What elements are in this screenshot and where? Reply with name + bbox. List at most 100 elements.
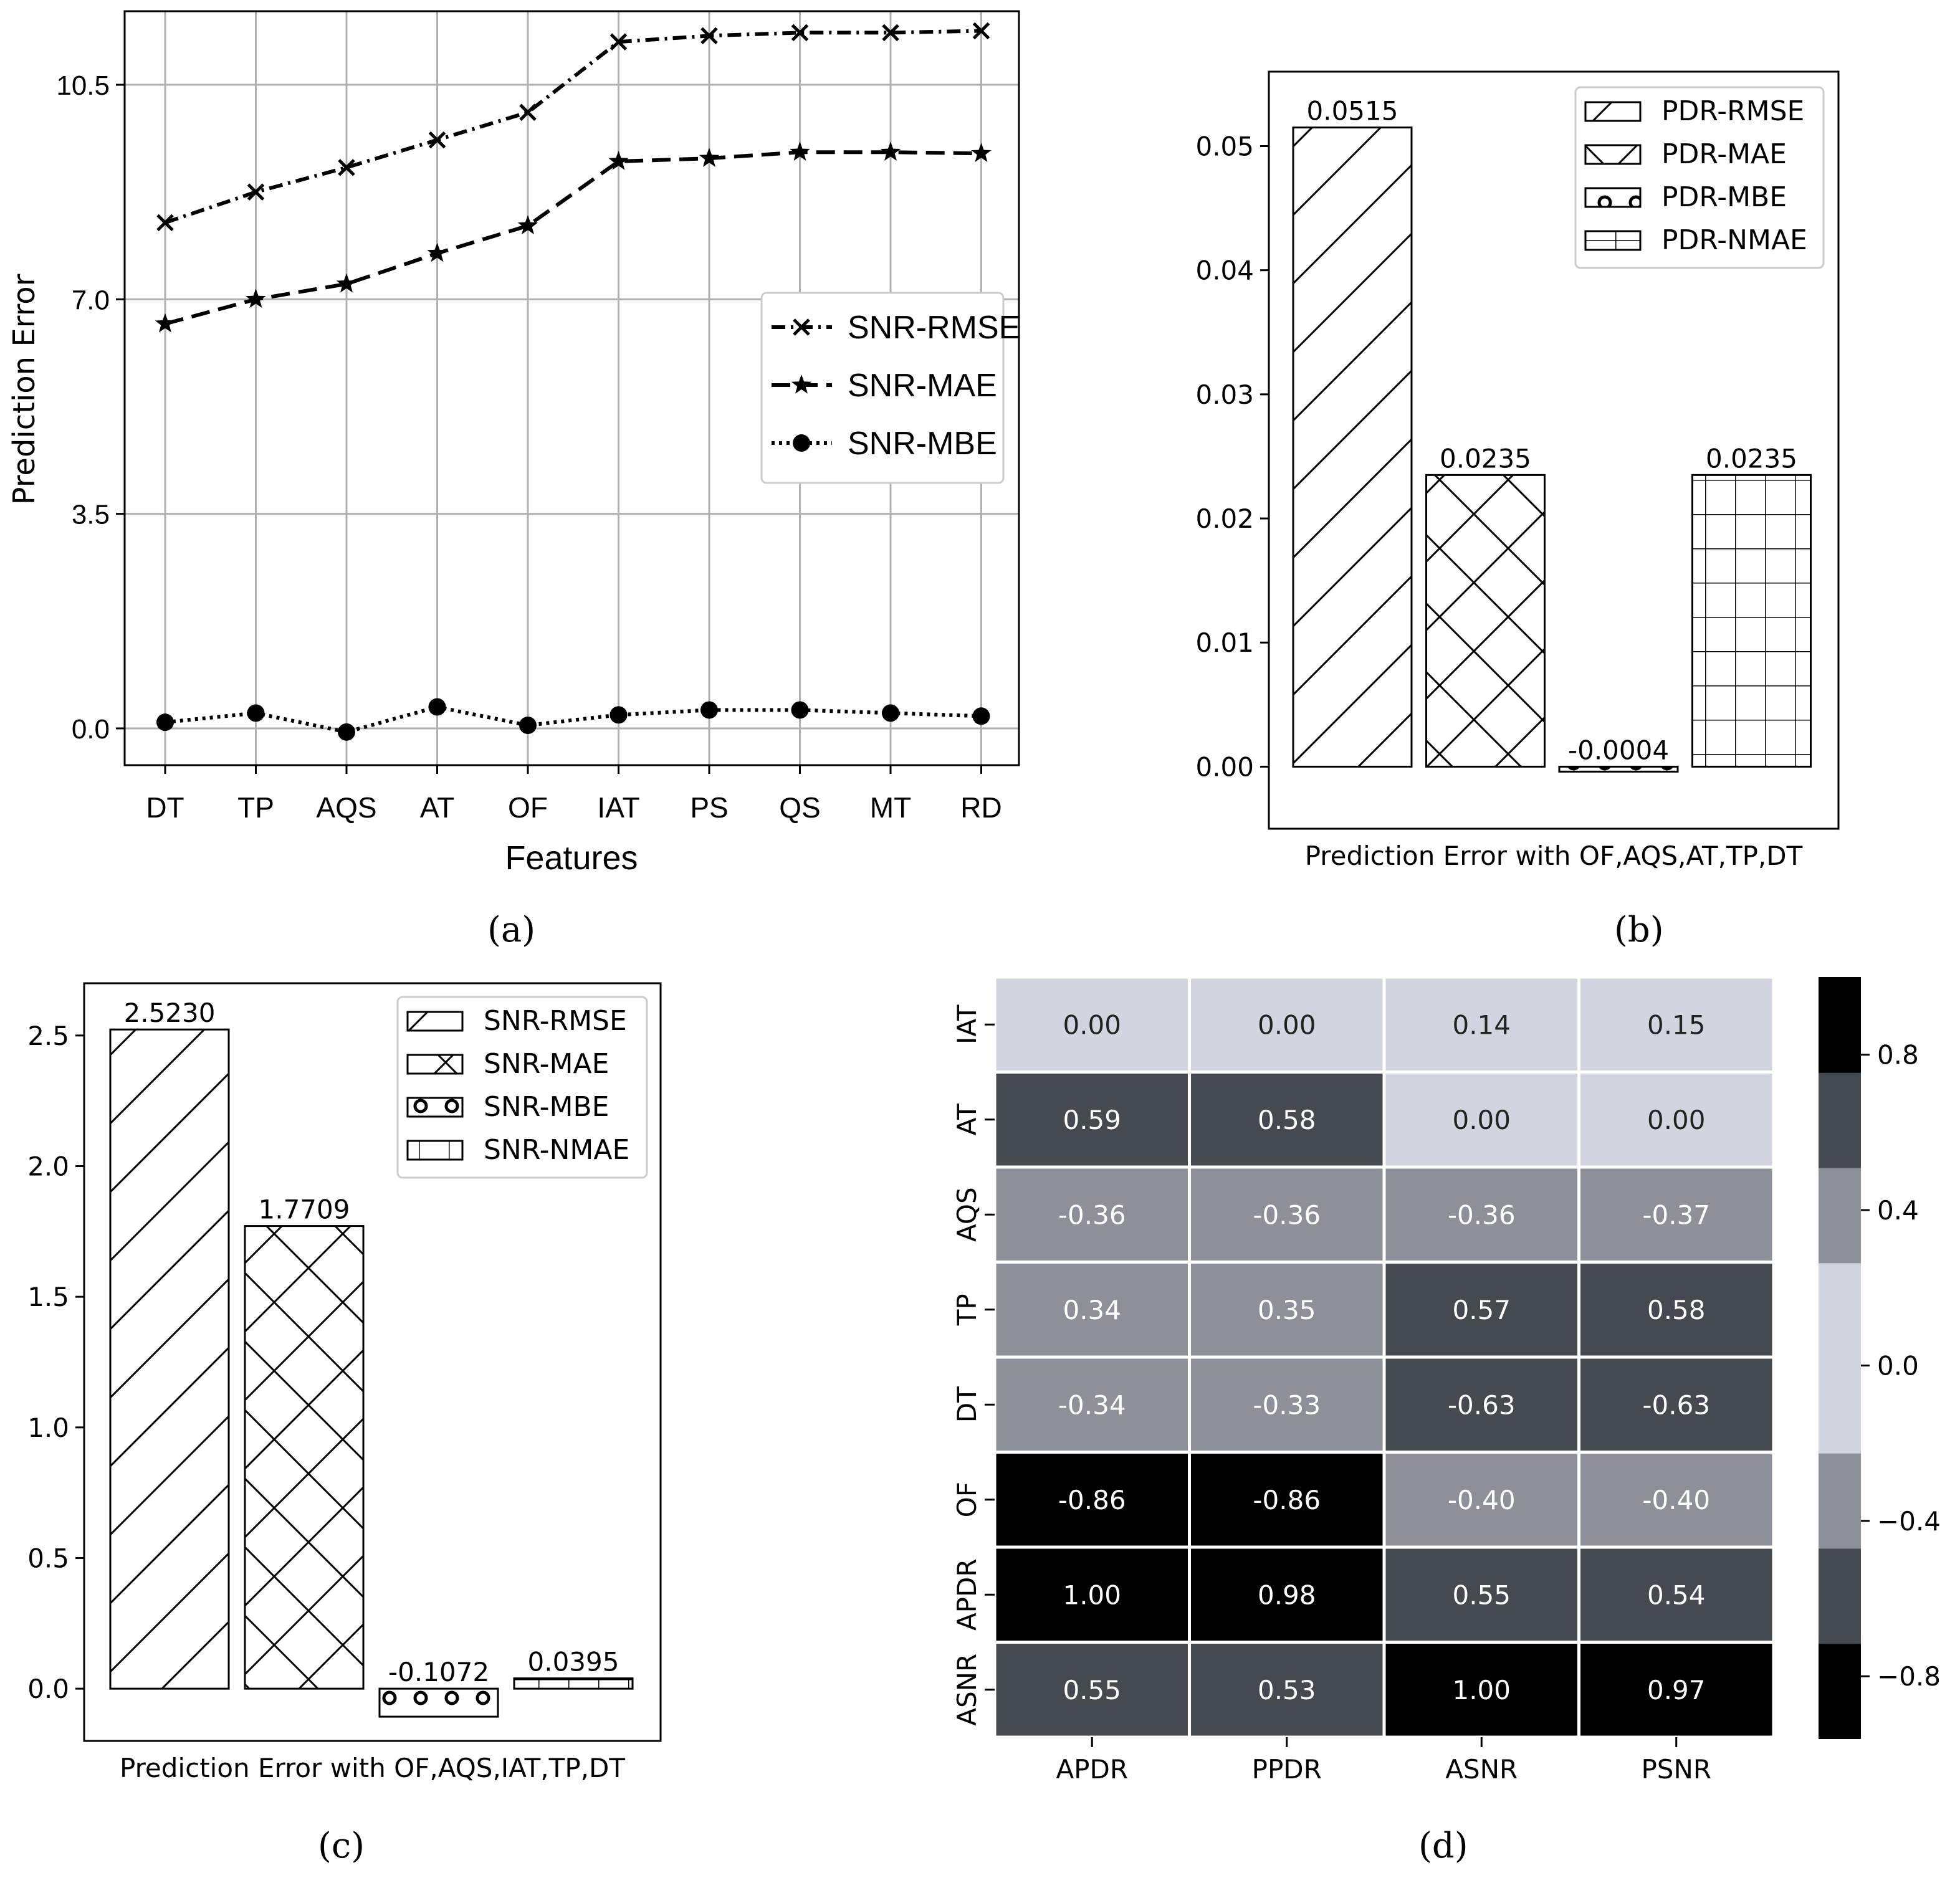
heatmap-cell-label: -0.40: [1448, 1485, 1516, 1515]
colorbar-segment: [1819, 1358, 1861, 1454]
point-marker: [699, 148, 720, 167]
bar-value-label: 0.0515: [1307, 96, 1398, 126]
row-label: APDR: [952, 1558, 982, 1631]
point-marker: [517, 215, 538, 235]
y-tick-label: 2.0: [27, 1151, 69, 1182]
point-marker: [519, 717, 537, 735]
x-axis-label: Prediction Error with OF,AQS,AT,TP,DT: [1305, 841, 1803, 871]
x-tick-label: PS: [690, 791, 728, 824]
legend-a: [760, 292, 1005, 484]
y-tick-label: 1.0: [27, 1413, 69, 1443]
legend-label: SNR-RMSE: [484, 1005, 627, 1037]
bar-snr-mbe: [378, 1687, 499, 1718]
column-label: PPDR: [1252, 1754, 1322, 1785]
legend-label: PDR-NMAE: [1661, 224, 1807, 256]
point-marker: [791, 24, 809, 42]
x-tick-label: MT: [870, 791, 911, 824]
heatmap-cell: [1188, 1355, 1386, 1454]
x-tick-label: TP: [237, 791, 274, 824]
point-marker: [790, 141, 810, 161]
series-line-snr-mbe: [165, 705, 982, 734]
colorbar-segment: [1819, 1262, 1861, 1358]
point-marker: [972, 22, 990, 40]
legend-label: SNR-MAE: [484, 1048, 609, 1080]
x-axis-label: Features: [505, 839, 638, 877]
x-tick-label: OF: [508, 791, 548, 824]
point-marker: [519, 103, 537, 122]
heatmap-cell-label: 1.00: [1452, 1675, 1511, 1705]
heatmap-cell-label: 0.14: [1452, 1009, 1511, 1040]
bar-snr-nmae: [513, 1677, 634, 1690]
heatmap-cell-label: 1.00: [1063, 1580, 1121, 1610]
y-tick-label: 0.03: [1195, 379, 1254, 410]
heatmap-cell-label: -0.40: [1642, 1485, 1710, 1515]
heatmap-cell: [993, 975, 1191, 1074]
y-tick-label: 2.5: [27, 1021, 69, 1051]
colorbar-segment: [1819, 1072, 1861, 1168]
heatmap-cell: [1577, 1355, 1776, 1454]
caption-b: (b): [1614, 910, 1664, 950]
legend-swatch: [1584, 101, 1642, 122]
heatmap-cell-label: -0.36: [1058, 1199, 1126, 1230]
row-label: IAT: [952, 1004, 982, 1044]
heatmap-cell-label: 0.54: [1647, 1580, 1706, 1610]
point-marker: [972, 707, 990, 725]
point-marker: [427, 242, 447, 262]
legend: [1574, 86, 1825, 269]
bar-pdr-mbe: [1558, 765, 1679, 773]
heatmap-cell: [1188, 1451, 1386, 1549]
legend-label: PDR-MBE: [1661, 181, 1787, 213]
column-label: ASNR: [1445, 1754, 1518, 1785]
y-tick-label: 0.01: [1195, 627, 1254, 658]
heatmap-cell: [1188, 1261, 1386, 1359]
heatmap-cell: [993, 1545, 1191, 1644]
bar-value-label: -0.0004: [1568, 735, 1669, 765]
point-marker: [336, 273, 357, 293]
heatmap-cell-label: -0.37: [1642, 1199, 1710, 1230]
point-marker: [608, 151, 629, 170]
bar-value-label: 0.0235: [1706, 443, 1797, 474]
heatmap-cell-label: 0.53: [1258, 1675, 1316, 1705]
heatmap-cell-label: 0.00: [1063, 1009, 1121, 1040]
row-label: TP: [952, 1294, 982, 1326]
point-marker: [971, 143, 992, 162]
legend-marker: [793, 434, 810, 452]
legend-swatch: [1584, 187, 1642, 208]
colorbar-segment: [1819, 1167, 1861, 1264]
heatmap-cell-label: 0.58: [1647, 1295, 1706, 1325]
colorbar-tick-label: 0.4: [1877, 1195, 1919, 1226]
heatmap-cell-label: -0.34: [1058, 1390, 1126, 1420]
point-marker: [882, 24, 899, 42]
heatmap-cell-label: 0.55: [1452, 1580, 1511, 1610]
legend-marker: [793, 318, 810, 336]
heatmap-cell-label: -0.63: [1642, 1390, 1710, 1420]
y-tick-label: 0.5: [27, 1543, 69, 1573]
legend-swatch: [1584, 144, 1642, 165]
heatmap-cell: [993, 1641, 1191, 1739]
heatmap-cell-label: -0.36: [1448, 1199, 1516, 1230]
legend-swatch: [406, 1011, 464, 1032]
x-tick-label: IAT: [597, 791, 639, 824]
bar-value-label: 1.7709: [259, 1194, 350, 1225]
point-marker: [155, 313, 176, 333]
series-line-snr-mae: [165, 150, 982, 326]
point-marker: [700, 701, 718, 719]
heatmap-cell: [1577, 975, 1776, 1074]
point-marker: [880, 141, 901, 161]
legend-label: SNR-RMSE: [848, 310, 1020, 346]
heatmap-cell-label: 0.15: [1647, 1009, 1706, 1040]
x-axis-label: Prediction Error with OF,AQS,IAT,TP,DT: [120, 1753, 625, 1783]
bar-pdr-rmse: [1292, 126, 1413, 768]
heatmap-cell-label: 0.55: [1063, 1675, 1121, 1705]
heatmap-cell: [1577, 1165, 1776, 1264]
heatmap-cell-label: 0.00: [1258, 1009, 1316, 1040]
colorbar-tick-label: 0.8: [1877, 1040, 1919, 1070]
panel-a-line-chart: DT TP AQS AT OF IAT PS QS MT RD 0.0 3.5 7.0 10.5 Featu…: [7, 10, 1020, 877]
y-tick-label: 0.00: [1195, 751, 1254, 782]
legend-label: SNR-MAE: [848, 368, 997, 404]
bar-value-label: 2.5230: [124, 998, 216, 1028]
x-tick-label: QS: [779, 791, 820, 824]
legend-swatch: [1584, 230, 1642, 251]
heatmap-cell-label: -0.33: [1253, 1390, 1321, 1420]
row-label: OF: [952, 1482, 982, 1517]
